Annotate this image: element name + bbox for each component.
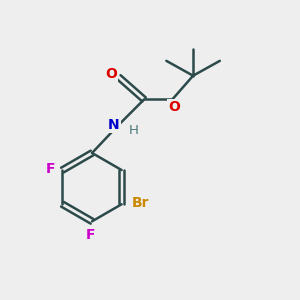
- Text: N: N: [108, 118, 120, 132]
- Text: F: F: [86, 228, 95, 242]
- Text: O: O: [168, 100, 180, 114]
- Text: H: H: [129, 124, 139, 137]
- Text: F: F: [46, 162, 55, 176]
- Text: Br: Br: [132, 196, 150, 210]
- Text: O: O: [105, 67, 117, 81]
